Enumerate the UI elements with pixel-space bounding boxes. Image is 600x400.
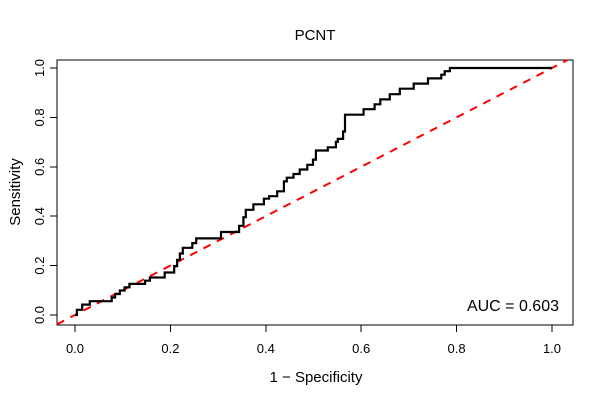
chance-diagonal-line <box>56 59 568 326</box>
x-axis-label: 1 − Specificity <box>270 369 363 386</box>
y-tick-label: 0.6 <box>32 158 47 176</box>
y-tick-label: 1.0 <box>32 59 47 77</box>
x-tick-label: 0.0 <box>66 341 84 356</box>
y-tick-label: 0.0 <box>32 306 47 324</box>
y-axis-ticks: 0.0 0.2 0.4 0.6 0.8 1.0 <box>32 59 57 324</box>
auc-annotation: AUC = 0.603 <box>467 298 559 315</box>
x-tick-label: 0.6 <box>352 341 370 356</box>
x-tick-label: 0.4 <box>257 341 275 356</box>
y-tick-label: 0.8 <box>32 108 47 126</box>
y-tick-label: 0.4 <box>32 207 47 225</box>
chart-title: PCNT <box>295 27 336 44</box>
x-tick-label: 1.0 <box>543 341 561 356</box>
y-axis-label: Sensitivity <box>7 158 24 226</box>
x-tick-label: 0.2 <box>161 341 179 356</box>
x-tick-label: 0.8 <box>448 341 466 356</box>
x-axis-ticks: 0.0 0.2 0.4 0.6 0.8 1.0 <box>66 325 561 356</box>
y-tick-label: 0.2 <box>32 257 47 275</box>
plot-box <box>56 59 574 326</box>
roc-curve-line <box>75 66 552 317</box>
